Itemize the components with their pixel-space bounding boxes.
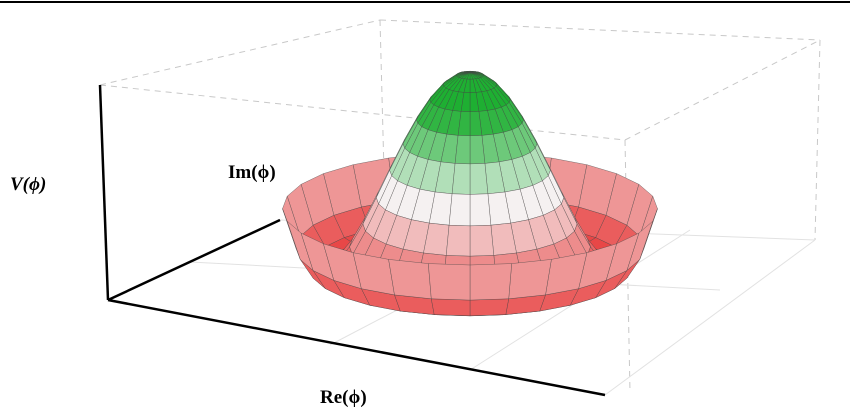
surface-patch — [469, 163, 489, 195]
surface-patch — [451, 163, 471, 195]
floor-grid — [604, 239, 816, 396]
surface-patch — [388, 259, 432, 300]
box-edge — [624, 39, 821, 141]
surface-patch — [430, 298, 471, 317]
box-edge — [99, 84, 626, 141]
surface-patch — [469, 193, 492, 227]
surface-patch — [469, 263, 512, 301]
surface-patch — [469, 224, 495, 257]
axes — [98, 84, 606, 397]
x-axis — [107, 298, 606, 397]
box-edge — [814, 39, 821, 241]
box-edge — [99, 19, 381, 86]
surface-patch — [508, 259, 552, 300]
surface — [282, 70, 658, 317]
surface-patch — [469, 298, 510, 317]
z-axis-label: V(ϕ) — [10, 174, 46, 195]
box-edge — [379, 19, 821, 41]
surface-patch — [445, 224, 471, 257]
z-axis — [98, 84, 110, 301]
y-axis-label: Im(ϕ) — [228, 162, 276, 183]
surface-patch — [448, 193, 471, 227]
x-axis-label: Re(ϕ) — [320, 387, 367, 408]
surface-patch — [428, 263, 471, 301]
y-axis — [107, 218, 281, 302]
